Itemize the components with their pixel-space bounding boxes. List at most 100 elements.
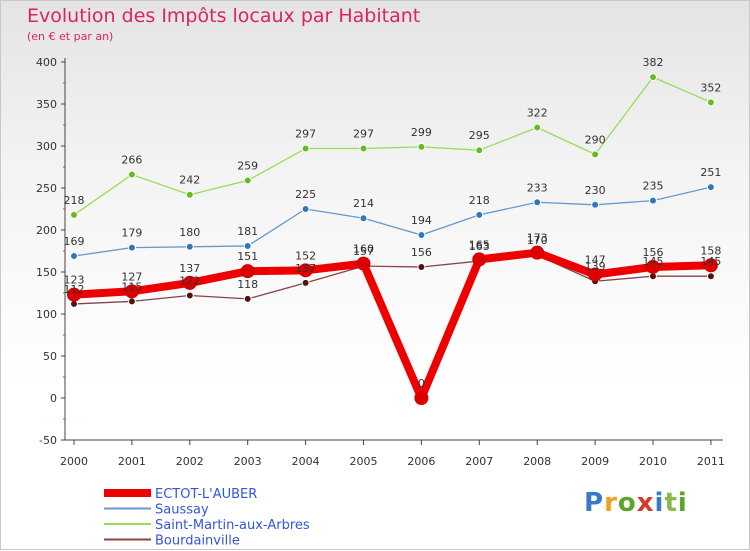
x-tick-label: 2003 xyxy=(234,455,262,468)
data-label-bourdainville: 137 xyxy=(295,262,316,275)
y-tick-label: 150 xyxy=(36,266,57,279)
data-label-ectot-l-auber: 152 xyxy=(295,249,316,262)
data-label-ectot-l-auber: 123 xyxy=(64,274,85,287)
data-label-saint-martin-aux-arbres: 266 xyxy=(121,154,142,167)
data-label-saint-martin-aux-arbres: 290 xyxy=(585,133,606,146)
data-point-ectot-l-auber xyxy=(356,256,371,271)
data-point-saint-martin-aux-arbres xyxy=(185,190,194,199)
data-label-saussay: 251 xyxy=(700,166,721,179)
data-point-saussay xyxy=(417,231,426,240)
data-label-saint-martin-aux-arbres: 352 xyxy=(700,81,721,94)
data-label-saussay: 214 xyxy=(353,197,374,210)
x-tick-label: 2010 xyxy=(639,455,667,468)
data-label-saussay: 218 xyxy=(469,194,490,207)
data-point-bourdainville xyxy=(706,272,715,281)
data-label-saint-martin-aux-arbres: 322 xyxy=(527,107,548,120)
data-point-ectot-l-auber xyxy=(124,284,139,299)
data-point-ectot-l-auber xyxy=(414,391,429,405)
logo-letter: r xyxy=(604,488,618,518)
x-tick-label: 2011 xyxy=(697,455,725,468)
data-label-ectot-l-auber: 158 xyxy=(700,244,721,257)
chart-subtitle: (en € et par an) xyxy=(27,30,114,43)
y-tick-label: 400 xyxy=(36,56,57,69)
data-label-bourdainville: 115 xyxy=(121,280,142,293)
y-tick-label: 250 xyxy=(36,182,57,195)
legend: ECTOT-L'AUBERSaussaySaint-Martin-aux-Arb… xyxy=(104,487,310,549)
data-point-saint-martin-aux-arbres xyxy=(301,144,310,153)
data-point-bourdainville xyxy=(185,291,194,300)
data-point-saint-martin-aux-arbres xyxy=(417,142,426,151)
series-line-saint-martin-aux-arbres xyxy=(73,76,712,216)
data-point-saussay xyxy=(127,243,136,252)
logo-letter: P xyxy=(584,488,605,518)
data-point-ectot-l-auber xyxy=(240,264,255,279)
data-label-saint-martin-aux-arbres: 218 xyxy=(64,194,85,207)
data-label-saussay: 225 xyxy=(295,188,316,201)
data-point-ectot-l-auber xyxy=(472,252,487,267)
data-label-ectot-l-auber: 156 xyxy=(643,246,664,259)
data-label-bourdainville: 156 xyxy=(411,246,432,259)
data-point-saussay xyxy=(243,241,252,250)
data-label-saint-martin-aux-arbres: 297 xyxy=(295,128,316,141)
y-tick-label: 300 xyxy=(36,140,57,153)
data-point-saussay xyxy=(475,210,484,219)
data-label-saussay: 233 xyxy=(527,181,548,194)
data-label-bourdainville: 163 xyxy=(469,240,490,253)
data-point-saussay xyxy=(301,205,310,213)
data-point-ectot-l-auber xyxy=(530,245,545,260)
data-point-saussay xyxy=(706,183,715,192)
data-label-saussay: 169 xyxy=(64,235,85,248)
data-point-saint-martin-aux-arbres xyxy=(591,150,600,159)
x-tick-label: 2006 xyxy=(407,455,435,468)
series-line-bourdainville xyxy=(73,254,712,305)
data-label-saint-martin-aux-arbres: 295 xyxy=(469,129,490,142)
data-point-bourdainville xyxy=(127,297,136,306)
y-tick-label: 200 xyxy=(36,224,57,237)
series-line-saussay xyxy=(73,186,712,257)
axes: -50 0 50 100 150 200 250 300 350 400 2000 2001 2002 2… xyxy=(36,56,725,468)
data-label-saint-martin-aux-arbres: 242 xyxy=(179,174,200,187)
y-tick-label: -50 xyxy=(39,434,57,447)
legend-label: Saint-Martin-aux-Arbres xyxy=(155,518,310,533)
proxiti-logo: Proxiti xyxy=(584,488,688,518)
data-point-saussay xyxy=(359,214,368,223)
data-point-ectot-l-auber xyxy=(67,287,81,302)
data-point-saint-martin-aux-arbres xyxy=(706,98,715,107)
data-label-saussay: 180 xyxy=(179,226,200,239)
y-tick-label: 100 xyxy=(36,308,57,321)
data-label-bourdainville: 170 xyxy=(527,234,548,247)
data-point-saint-martin-aux-arbres xyxy=(649,73,657,82)
data-point-saint-martin-aux-arbres xyxy=(70,210,78,219)
data-point-ectot-l-auber xyxy=(588,267,603,282)
data-label-bourdainville: 145 xyxy=(700,255,721,268)
data-label-saussay: 179 xyxy=(121,227,142,240)
y-tick-label: 350 xyxy=(36,98,57,111)
data-label-saint-martin-aux-arbres: 382 xyxy=(643,56,664,69)
data-point-saussay xyxy=(185,242,194,251)
x-tick-label: 2000 xyxy=(60,455,88,468)
data-point-bourdainville xyxy=(243,294,252,303)
x-tick-label: 2004 xyxy=(292,455,320,468)
logo-letter: x xyxy=(636,488,655,518)
data-point-ectot-l-auber xyxy=(703,258,718,273)
data-point-saussay xyxy=(70,252,78,261)
data-label-saussay: 181 xyxy=(237,225,258,238)
data-label-saussay: 235 xyxy=(643,180,664,193)
data-point-saussay xyxy=(591,200,600,209)
y-tick-label: 50 xyxy=(43,350,57,363)
x-tick-label: 2009 xyxy=(581,455,609,468)
data-label-saint-martin-aux-arbres: 299 xyxy=(411,126,432,139)
data-point-saussay xyxy=(649,196,657,205)
x-tick-label: 2007 xyxy=(465,455,493,468)
data-point-bourdainville xyxy=(417,262,426,271)
data-point-ectot-l-auber xyxy=(182,275,197,290)
data-point-saint-martin-aux-arbres xyxy=(475,146,484,155)
data-label-bourdainville: 145 xyxy=(643,255,664,268)
data-label-ectot-l-auber: 147 xyxy=(585,254,606,267)
data-label-ectot-l-auber: 160 xyxy=(353,243,374,256)
data-point-saussay xyxy=(533,198,542,207)
legend-label: Saussay xyxy=(155,503,209,518)
data-label-ectot-l-auber: 137 xyxy=(179,262,200,275)
x-tick-label: 2005 xyxy=(350,455,378,468)
